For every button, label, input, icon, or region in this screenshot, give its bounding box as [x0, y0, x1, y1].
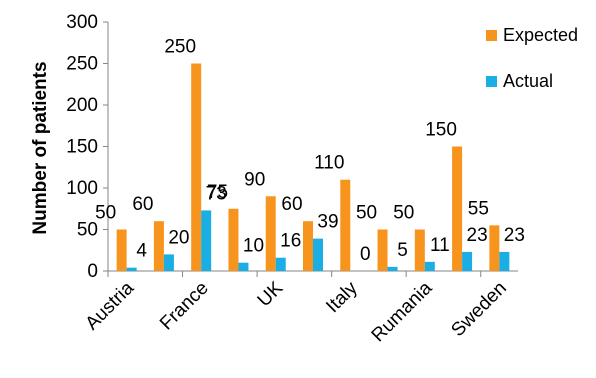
x-tick-label: UK	[254, 277, 288, 311]
bar-actual	[163, 254, 174, 271]
bar-expected	[452, 146, 463, 271]
axes	[103, 21, 518, 277]
data-label-actual: 11	[430, 235, 450, 256]
y-tick-label: 50	[77, 220, 98, 241]
data-label-actual: 73	[206, 183, 227, 204]
data-label-expected: 55	[468, 198, 489, 219]
y-tick-label: 200	[66, 95, 98, 116]
legend-label-expected: Expected	[503, 25, 578, 45]
y-tick-label: 150	[66, 137, 98, 158]
data-label-expected: 110	[314, 153, 344, 174]
bar-actual	[201, 210, 212, 271]
y-tick-label: 100	[66, 178, 98, 199]
data-label-expected: 50	[356, 203, 377, 224]
data-label-expected: 50	[95, 203, 116, 224]
bar-expected	[265, 196, 276, 271]
x-tick-label: Rumania	[368, 277, 437, 346]
data-labels: 50 60 250 75 90 60 110 50 50 150 55 4 20 73 10 16 39 0 5 11…	[95, 37, 525, 266]
bar-expected	[303, 221, 313, 271]
bar-expected	[414, 229, 425, 271]
legend-swatch-expected	[486, 30, 497, 41]
data-label-actual: 23	[467, 225, 488, 246]
data-label-expected: 75	[207, 182, 228, 203]
data-label-actual: 10	[243, 236, 264, 257]
bar-expected	[228, 208, 239, 271]
bar-actual	[462, 251, 473, 271]
data-label-expected: 250	[164, 37, 196, 58]
data-label-actual: 39	[317, 212, 338, 233]
legend: Expected Actual	[486, 25, 578, 91]
bar-actual	[126, 267, 137, 271]
bar-actual	[238, 262, 249, 271]
data-label-expected: 90	[244, 169, 265, 190]
y-tick-label: 0	[87, 261, 98, 282]
y-tick-label: 250	[66, 54, 98, 75]
bar-expected	[377, 229, 388, 271]
x-tick-label: Austria	[82, 277, 139, 334]
data-label-actual: 20	[168, 227, 189, 248]
data-label-actual: 23	[504, 225, 525, 246]
bar-actual	[387, 266, 398, 271]
data-label-actual: 4	[136, 241, 147, 262]
legend-swatch-actual	[486, 76, 497, 87]
x-tick-label: Italy	[322, 277, 362, 317]
data-label-actual: 16	[280, 231, 301, 252]
y-axis-label: Number of patients	[30, 61, 51, 234]
bar-actual	[313, 238, 323, 271]
y-tick-label: 300	[66, 12, 98, 33]
bar-expected	[153, 221, 164, 271]
bar-expected	[116, 229, 127, 271]
data-label-expected: 60	[132, 194, 153, 215]
bar-actual	[424, 261, 435, 271]
bar-expected	[489, 225, 500, 271]
bar-actual	[499, 251, 510, 271]
data-label-actual: 0	[360, 244, 371, 265]
y-tick-labels: 0 50 100 150 200 250 300	[66, 12, 98, 282]
data-label-expected: 150	[425, 120, 457, 141]
bar-actual	[275, 257, 286, 271]
data-label-actual: 5	[397, 240, 408, 261]
data-label-expected: 50	[393, 203, 414, 224]
x-tick-labels: Austria France UK Italy Rumania Sweden	[82, 277, 511, 346]
x-tick-label: France	[156, 278, 213, 335]
bar-expected	[191, 63, 202, 271]
x-tick-label: Sweden	[447, 278, 510, 341]
legend-label-actual: Actual	[503, 71, 553, 91]
bars	[116, 63, 510, 271]
data-label-expected: 60	[281, 194, 302, 215]
bar-expected	[340, 179, 351, 271]
